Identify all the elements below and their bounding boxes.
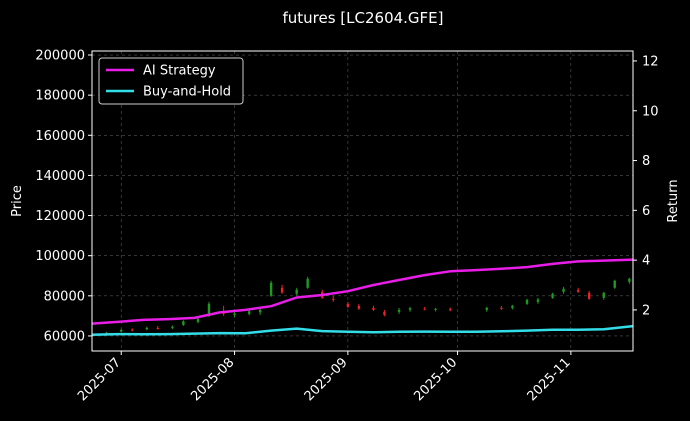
- y-tick-label-right: 10: [642, 104, 659, 119]
- y-tick-label-right: 8: [642, 154, 650, 169]
- candle-body: [551, 293, 554, 298]
- candle-body: [269, 282, 273, 296]
- y-tick-label-left: 100000: [35, 249, 85, 264]
- series-line-ai-strategy: [91, 258, 634, 325]
- candle-body: [602, 292, 605, 298]
- candle-body: [247, 311, 251, 314]
- return-lines: [91, 258, 634, 337]
- candlesticks: [105, 276, 631, 335]
- candle-body: [145, 327, 149, 330]
- candle-body: [397, 309, 401, 312]
- y-tick-label-left: 200000: [35, 49, 85, 64]
- plot-frame: [91, 50, 634, 352]
- y-tick-label-left: 60000: [44, 329, 85, 344]
- left-axis: 60000 80000 100000 120000 140000 160000 180000…: [35, 49, 92, 344]
- candle-body: [280, 287, 284, 293]
- candle-body: [372, 307, 375, 310]
- candle-body: [332, 298, 335, 300]
- candle-body: [196, 318, 200, 322]
- candle-body: [511, 305, 514, 308]
- y-tick-label-right: 6: [642, 204, 650, 219]
- candle-body: [156, 327, 159, 329]
- legend-label-ai-strategy: AI Strategy: [143, 64, 216, 79]
- y-tick-label-right: 4: [642, 254, 650, 269]
- candle-body: [423, 308, 426, 310]
- candle-body: [449, 308, 452, 311]
- legend: AI Strategy Buy-and-Hold: [98, 57, 244, 105]
- candle-body: [500, 307, 503, 309]
- series-line-buy-and-hold: [91, 324, 634, 337]
- y-tick-label-left: 140000: [35, 169, 85, 184]
- candle-body: [562, 288, 565, 292]
- candle-body: [485, 307, 488, 310]
- candle-body: [182, 321, 185, 325]
- candle-body: [171, 326, 174, 328]
- y-tick-label-left: 160000: [35, 129, 85, 144]
- candle-body: [525, 299, 529, 304]
- right-axis: 2 4 6 8 10 12: [633, 54, 659, 318]
- candle-body: [233, 313, 236, 315]
- candle-body: [536, 299, 540, 302]
- candle-body: [357, 305, 361, 309]
- y-tick-label-right: 12: [642, 54, 659, 69]
- legend-label-buy-and-hold: Buy-and-Hold: [143, 85, 231, 100]
- candle-body: [434, 308, 437, 310]
- candle-body: [295, 289, 298, 294]
- candle-body: [613, 280, 616, 288]
- y-axis-label-left: Price: [10, 185, 25, 217]
- y-tick-label-left: 180000: [35, 89, 85, 104]
- chart-title: futures [LC2604.GFE]: [282, 9, 443, 27]
- candle-body: [628, 278, 631, 282]
- candle-body: [120, 329, 123, 332]
- legend-box: [98, 57, 244, 105]
- y-axis-label-right: Return: [666, 179, 681, 222]
- candle-body: [346, 303, 350, 307]
- candle-body: [306, 278, 309, 288]
- candle-body: [576, 289, 580, 292]
- candle-body: [408, 308, 412, 310]
- candle-body: [587, 292, 591, 299]
- candle-body: [258, 309, 262, 313]
- candle-body: [131, 329, 134, 331]
- y-tick-label-right: 2: [642, 303, 650, 318]
- y-tick-label-left: 120000: [35, 209, 85, 224]
- y-tick-label-left: 80000: [44, 289, 85, 304]
- candle-body: [207, 303, 211, 316]
- candle-body: [383, 311, 386, 315]
